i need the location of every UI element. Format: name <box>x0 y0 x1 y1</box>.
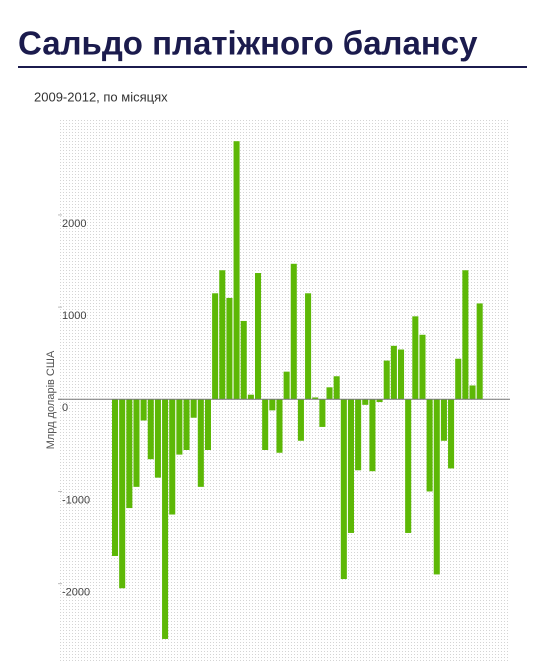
bar <box>190 399 197 418</box>
bar <box>290 263 297 400</box>
bar <box>462 270 469 400</box>
bar <box>276 399 283 453</box>
bar <box>319 399 326 427</box>
bar <box>133 399 140 487</box>
y-tick-label: 1000 <box>62 310 86 322</box>
bar <box>426 399 433 492</box>
bar <box>197 399 204 487</box>
bar <box>412 316 419 400</box>
bar <box>233 141 240 400</box>
bar <box>448 399 455 469</box>
bar <box>455 358 462 400</box>
bar <box>154 399 161 478</box>
y-tick-label: -1000 <box>62 494 90 506</box>
y-axis-label: Млрд доларів США <box>45 350 57 449</box>
bar <box>433 399 440 575</box>
bar <box>362 399 369 405</box>
bar <box>169 399 176 515</box>
chart-title: Сальдо платіжного балансу <box>18 25 478 62</box>
bar <box>312 397 319 400</box>
bar <box>247 394 254 400</box>
bar <box>476 303 483 400</box>
bar <box>333 376 340 400</box>
bar <box>390 345 397 400</box>
bar <box>305 293 312 400</box>
bar <box>255 273 262 400</box>
bar <box>283 371 290 400</box>
bar <box>297 399 304 441</box>
bar <box>269 399 276 411</box>
bar <box>440 399 447 441</box>
bar <box>183 399 190 450</box>
bar <box>340 399 347 580</box>
bar <box>469 385 476 400</box>
bar <box>383 360 390 400</box>
bar <box>162 399 169 639</box>
bar <box>126 399 133 509</box>
y-tick-label: -2000 <box>62 587 90 599</box>
bar <box>140 399 147 421</box>
bar <box>369 399 376 472</box>
bar <box>204 399 211 450</box>
bar <box>262 399 269 450</box>
chart-subtitle: 2009-2012, по місяцях <box>34 89 168 104</box>
bar <box>326 387 333 400</box>
bar <box>398 349 405 400</box>
bar <box>240 320 247 400</box>
bar <box>226 297 233 400</box>
bar <box>176 399 183 455</box>
bar <box>212 293 219 400</box>
bar <box>147 399 154 460</box>
bar <box>347 399 354 533</box>
bar <box>219 270 226 400</box>
bar <box>405 399 412 533</box>
bar <box>119 399 126 589</box>
y-tick-label: 0 <box>62 402 68 414</box>
y-tick-label: 2000 <box>62 218 86 230</box>
bar <box>376 399 383 403</box>
bar <box>112 399 119 556</box>
bar <box>355 399 362 471</box>
bar <box>419 334 426 400</box>
